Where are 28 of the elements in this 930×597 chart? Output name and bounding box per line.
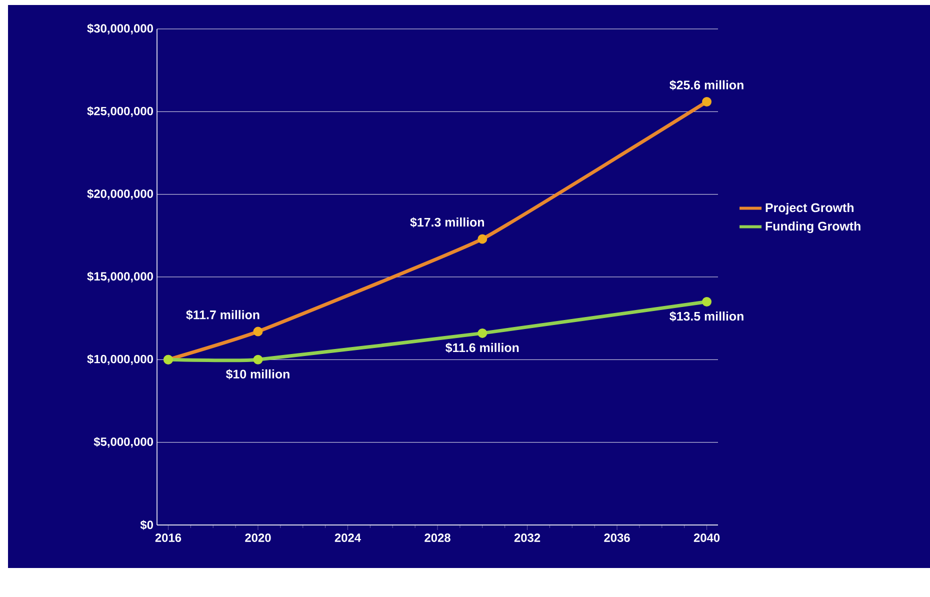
legend-label: Funding Growth	[766, 221, 860, 234]
x-tick-label: 2040	[694, 534, 720, 542]
y-tick-label: $0	[140, 520, 153, 530]
point	[702, 96, 712, 106]
data-label: $13.5 million	[670, 311, 744, 322]
x-tick-label: 2032	[514, 534, 540, 542]
y-tick-label: $30,000,000	[87, 24, 153, 34]
point	[253, 354, 263, 364]
point	[478, 234, 488, 244]
data-label: $11.7 million	[186, 310, 260, 320]
x-tick-label: 2024	[334, 534, 361, 542]
y-tick-label: $25,000,000	[87, 106, 153, 118]
y-tick-label: $10,000,000	[87, 354, 153, 366]
x-tick-label: 2016	[155, 534, 182, 542]
data-label: $17.3 million	[410, 217, 484, 228]
point	[702, 297, 712, 307]
x-tick-label: 2028	[424, 534, 450, 542]
data-label: $10 million	[226, 369, 290, 380]
y-tick-label: $15,000,000	[87, 272, 153, 282]
y-tick-label: $20,000,000	[87, 188, 153, 200]
y-tick-label: $5,000,000	[94, 436, 153, 448]
x-tick-label: 2036	[604, 534, 630, 542]
legend-label: Project Growth	[766, 202, 854, 215]
point	[478, 328, 488, 338]
point	[253, 326, 263, 336]
data-label: $25.6 million	[670, 80, 744, 90]
data-label: $11.6 million	[446, 342, 519, 353]
x-tick-label: 2020	[245, 534, 271, 542]
